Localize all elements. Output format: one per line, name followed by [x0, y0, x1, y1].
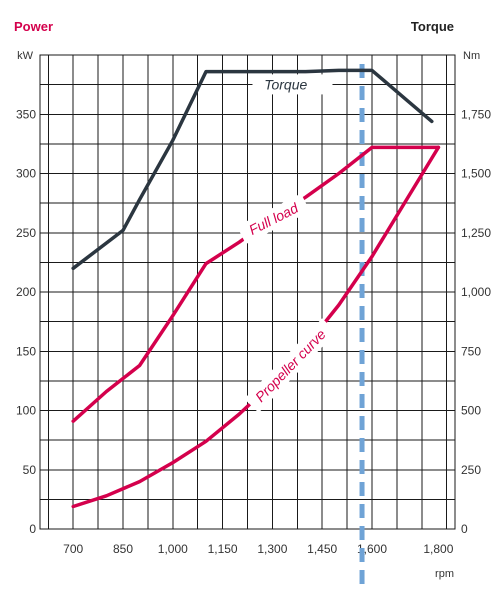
y-left-tick-label: 200 — [16, 285, 36, 299]
y-left-tick-label: 300 — [16, 167, 36, 181]
torque-curve — [71, 68, 434, 271]
y-left-tick-label: 350 — [16, 107, 36, 121]
x-tick-label: 1,600 — [357, 542, 387, 556]
torque-curve-label: Torque — [264, 76, 307, 92]
y-left-tick-label: 0 — [29, 522, 36, 536]
x-tick-label: 1,800 — [423, 542, 453, 556]
y-right-tick-label: 1,000 — [461, 285, 491, 299]
propeller-label-backing — [244, 318, 337, 413]
kw-unit-label: kW — [17, 50, 34, 62]
y-left-tick-label: 50 — [23, 463, 37, 477]
y-right-tick-label: 750 — [461, 344, 481, 358]
y-left-tick-label: 150 — [16, 344, 36, 358]
full-load-curve — [71, 145, 441, 423]
plot-frame — [39, 54, 456, 530]
x-tick-label: 1,300 — [257, 542, 287, 556]
y-right-tick-label: 250 — [461, 463, 481, 477]
full-load-label-backing — [236, 193, 311, 245]
x-tick-label: 700 — [63, 542, 83, 556]
y-right-tick-label: 1,750 — [461, 107, 491, 121]
y-right-tick-label: 1,500 — [461, 167, 491, 181]
nm-unit-label: Nm — [463, 50, 480, 62]
rpm-unit-label: rpm — [435, 568, 454, 580]
x-tick-label: 850 — [113, 542, 133, 556]
y-right-tick-label: 500 — [461, 404, 481, 418]
power-axis-header: Power — [14, 19, 53, 34]
x-tick-label: 1,150 — [208, 542, 238, 556]
torque-label-backing — [252, 74, 333, 95]
x-tick-label: 1,000 — [158, 542, 188, 556]
x-tick-label: 1,450 — [307, 542, 337, 556]
y-left-tick-label: 100 — [16, 404, 36, 418]
torque-axis-header: Torque — [411, 19, 454, 34]
y-right-tick-label: 1,250 — [461, 226, 491, 240]
propeller-curve — [71, 145, 441, 509]
y-right-tick-label: 0 — [461, 522, 468, 536]
propeller-curve-label: Propeller curve — [252, 326, 329, 405]
y-left-tick-label: 250 — [16, 226, 36, 240]
